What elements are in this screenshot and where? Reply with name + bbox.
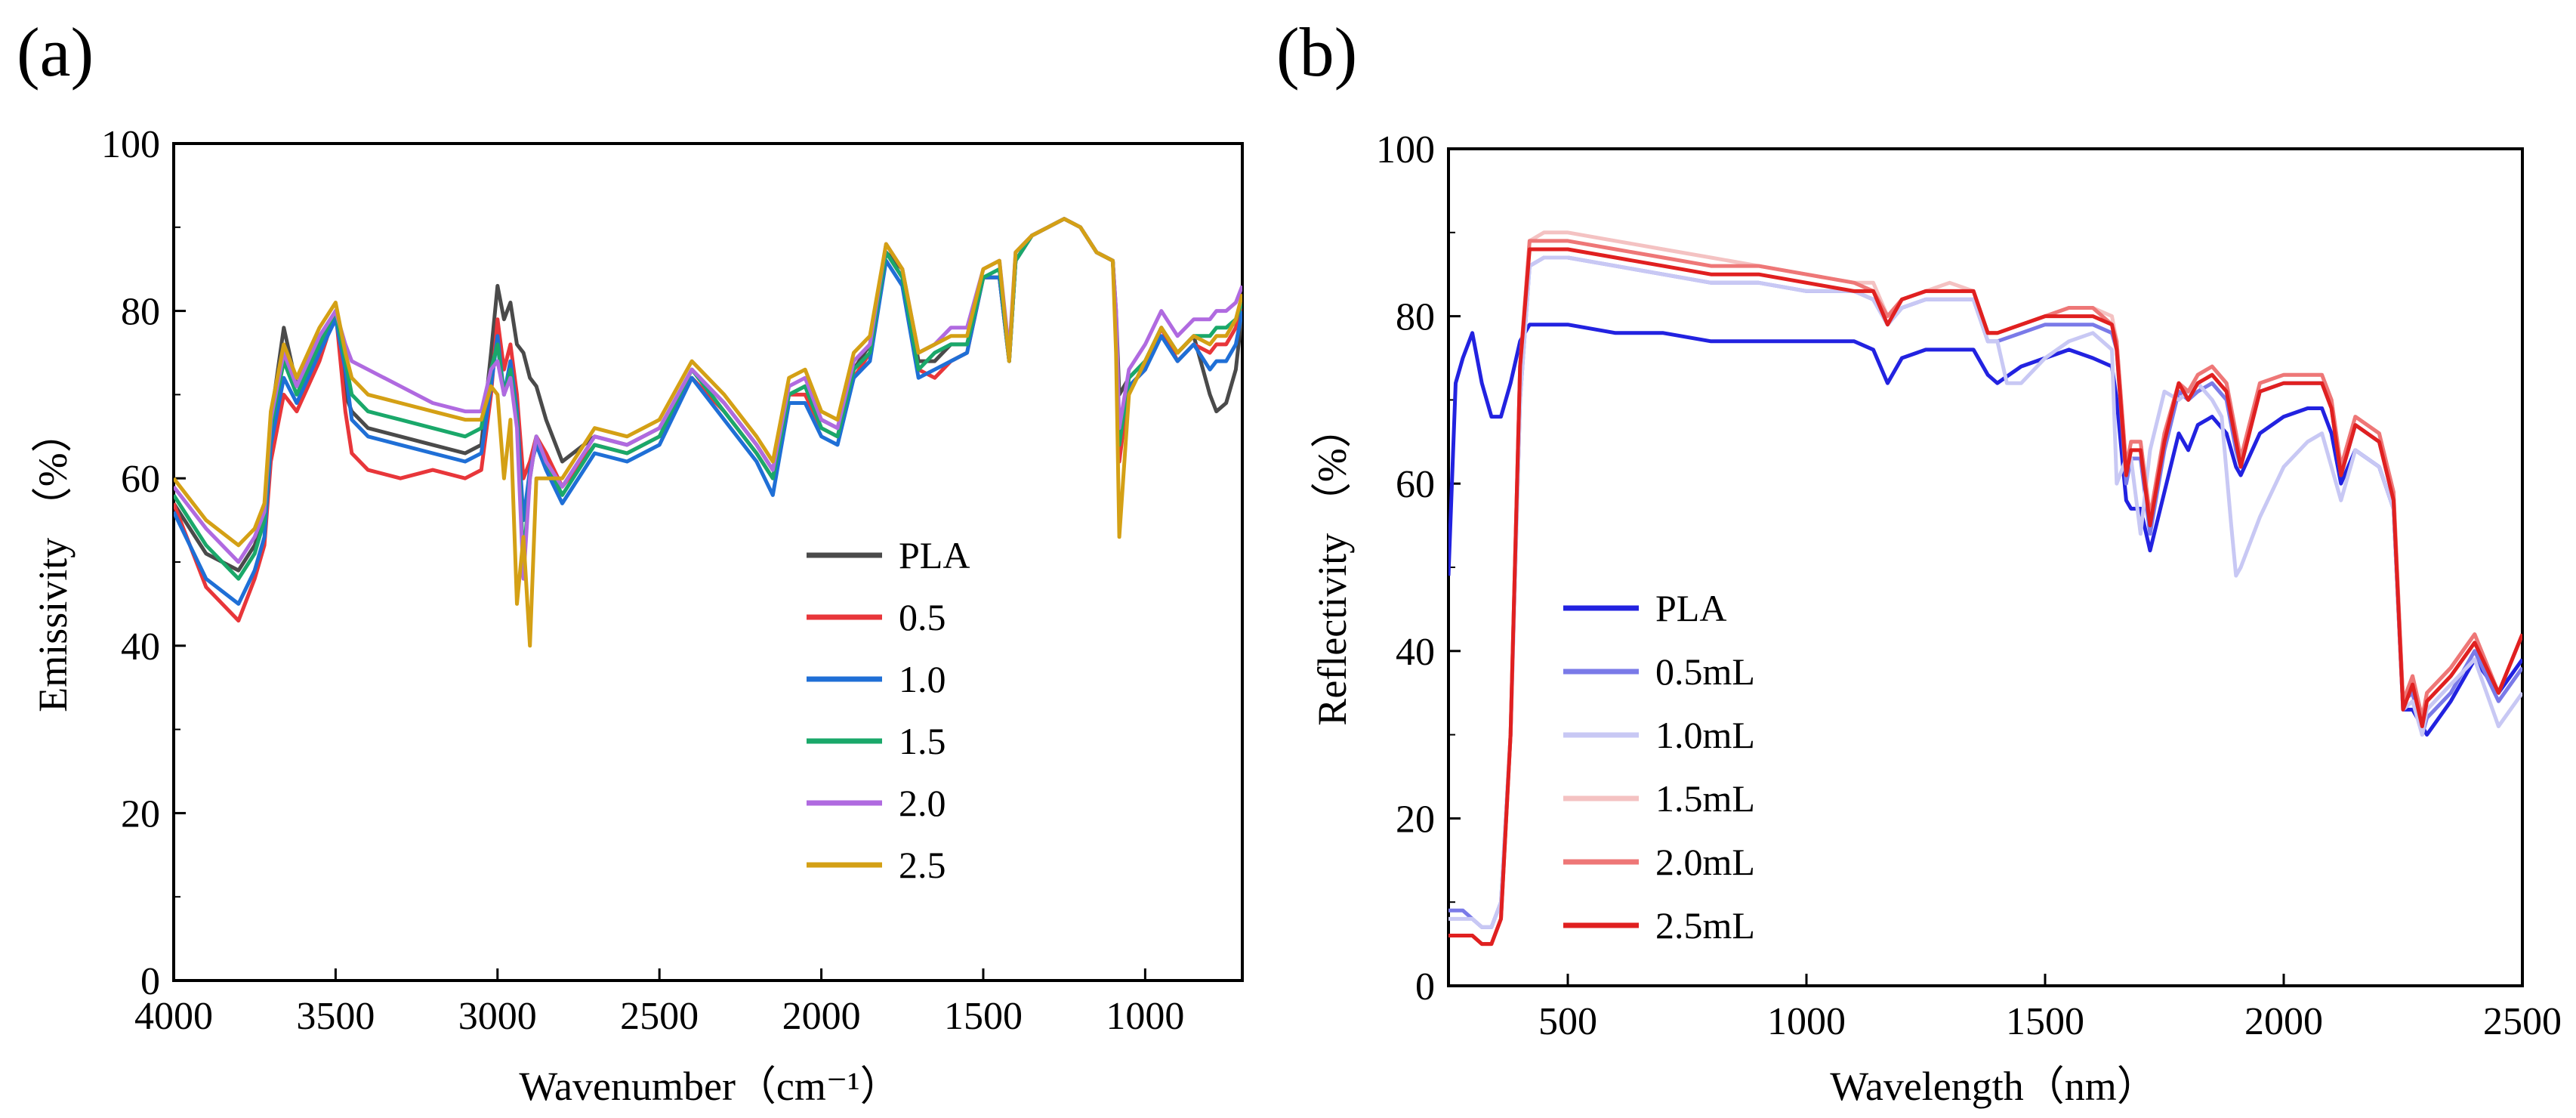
a-ytick-label: 80 [121,291,160,334]
panel-a-series [174,217,1242,648]
b-series-line-2-0ml [1448,239,2522,947]
a-legend-label: PLA [899,534,970,576]
a-legend-label: 1.5 [899,720,946,762]
b-xtick-label: 2000 [2244,1000,2323,1043]
b-series-line-0-5ml [1448,255,2522,929]
b-legend-label: 2.5mL [1655,904,1755,947]
panel-b-ticks: 500 1000 1500 2000 2500 0 20 40 60 80 100 [1376,128,2562,1043]
panel-b-ylabel: Reflectivity （%） [1310,407,1355,725]
panel-a-emissivity-chart: (a) 4000 3500 3000 2500 2000 1500 1000 0 20 40 60 8… [17,14,1244,1109]
a-ytick-label: 20 [121,792,160,835]
panel-a-legend: PLA 0.5 1.0 1.5 2.0 2.5 [807,534,970,886]
b-legend-label: 1.0mL [1655,714,1755,756]
a-xtick-label: 1000 [1106,995,1184,1038]
a-ytick-label: 0 [140,960,160,1003]
b-legend-label: 0.5mL [1655,650,1755,693]
b-legend-label: 2.0mL [1655,841,1755,883]
a-xtick-label: 2500 [620,995,699,1038]
b-ytick-label: 80 [1396,296,1435,339]
b-xtick-label: 1500 [2006,1000,2084,1043]
a-xtick-label: 4000 [134,995,213,1038]
panel-b-legend: PLA 0.5mL 1.0mL 1.5mL 2.0mL 2.5mL [1563,587,1755,947]
b-xtick-label: 1000 [1767,1000,1846,1043]
a-xtick-label: 3000 [458,995,537,1038]
a-xtick-label: 3500 [296,995,375,1038]
b-ytick-label: 40 [1396,631,1435,674]
panel-a-xlabel: Wavenumber（cm⁻¹） [519,1064,900,1109]
panel-a-plot-frame [172,142,1244,982]
b-ytick-label: 20 [1396,798,1435,841]
a-xtick-label: 1500 [944,995,1023,1038]
panel-b-label: (b) [1276,14,1357,91]
a-ytick-label: 60 [121,458,160,501]
b-legend-label: PLA [1655,587,1726,629]
b-legend-label: 1.5mL [1655,777,1755,820]
b-series-line-1-0ml [1448,255,2522,929]
a-legend-label: 2.0 [899,782,946,824]
a-series-line-1-0 [174,217,1242,606]
b-xtick-label: 2500 [2483,1000,2562,1043]
b-ytick-label: 60 [1396,463,1435,506]
b-ytick-label: 100 [1376,128,1435,171]
b-ytick-label: 0 [1415,965,1435,1008]
a-legend-label: 2.5 [899,844,946,886]
panel-a-ylabel: Emissivity （%） [30,412,76,712]
a-series-line-2-5 [174,217,1242,648]
panel-b-series [1448,230,2522,947]
panel-a-ticks: 4000 3500 3000 2500 2000 1500 1000 0 20 40 60 80 100 [101,123,1184,1038]
b-series-line-2-5ml [1448,247,2522,947]
a-xtick-label: 2000 [782,995,861,1038]
b-xtick-label: 500 [1538,1000,1597,1043]
a-legend-label: 0.5 [899,596,946,638]
panel-a-label: (a) [17,14,94,91]
a-series-line-0-5 [174,217,1242,623]
panel-b-reflectivity-chart: (b) 500 1000 1500 2000 2500 0 20 40 60 80 100 PLA 0… [1276,14,2562,1109]
a-legend-label: 1.0 [899,658,946,700]
a-ytick-label: 40 [121,625,160,669]
a-ytick-label: 100 [101,123,160,166]
panel-b-xlabel: Wavelength（nm） [1830,1064,2158,1109]
